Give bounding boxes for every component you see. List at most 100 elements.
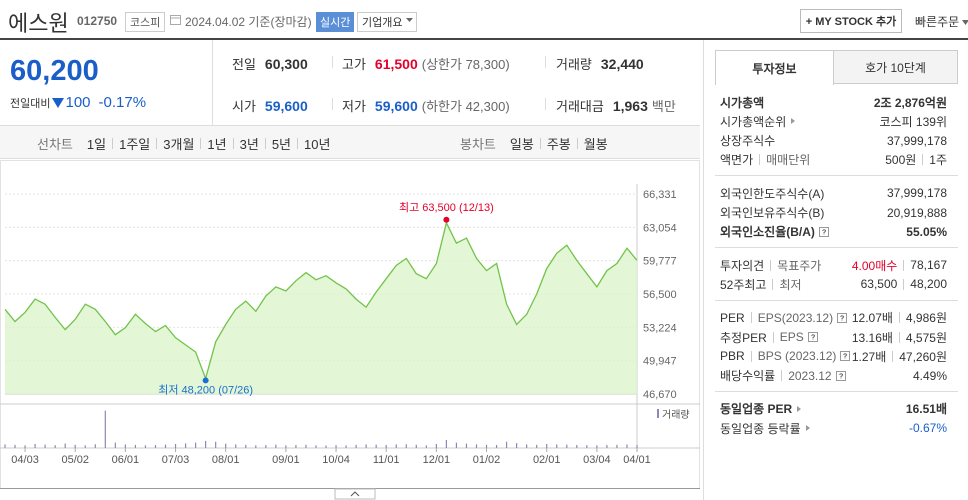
tab[interactable]: 1주일 xyxy=(119,137,151,152)
help-icon xyxy=(835,370,846,381)
separator xyxy=(898,331,900,343)
label-part: 투자의견 xyxy=(720,258,765,273)
x-tick-label: 09/01 xyxy=(272,454,300,466)
info-tab-label: 투자정보 xyxy=(752,61,797,76)
separator xyxy=(892,350,894,362)
orderbook-tab-label: 호가 10단계 xyxy=(865,60,926,75)
volume-bar xyxy=(365,444,367,448)
mystock-button[interactable]: + MY STOCK 추가 xyxy=(800,9,902,33)
volume-bar xyxy=(556,444,558,448)
tab[interactable]: 3개월 xyxy=(163,137,195,152)
info-values: 4.49% xyxy=(913,369,947,383)
info-value: 47,260원 xyxy=(899,349,947,364)
quick-order[interactable]: 빠른주문 xyxy=(915,13,968,30)
tab[interactable]: 주봉 xyxy=(546,137,571,152)
help-icon xyxy=(818,226,829,237)
help-glyph xyxy=(810,334,815,340)
info-value: 16.51배 xyxy=(905,402,947,417)
section-rule xyxy=(715,390,958,392)
info-value: 13.16배 xyxy=(851,330,893,345)
info-values: 2조 2,876억원 xyxy=(874,94,947,111)
volume-bar xyxy=(295,444,297,448)
volume-bar xyxy=(475,444,478,448)
info-values: 37,999,178 xyxy=(887,186,947,200)
info-values: 13.16배 4,575원 xyxy=(852,329,947,346)
change-pct: -0.17% xyxy=(98,94,147,111)
volume-bar xyxy=(225,443,227,448)
volume-bar xyxy=(385,444,387,448)
info-row: 52주최고 최저 63,500 48,200 xyxy=(720,275,947,293)
info-label: 시가총액순위 xyxy=(720,113,798,130)
price-box xyxy=(0,40,213,125)
info-value: 4,575원 xyxy=(905,330,947,345)
volume-bar xyxy=(335,445,337,448)
info-value: -0.67% xyxy=(908,421,947,436)
quote-value: 59,600 xyxy=(374,97,418,114)
x-tick-label: 06/01 xyxy=(112,454,140,466)
separator xyxy=(200,138,202,149)
separator xyxy=(112,138,114,149)
tab[interactable]: 1년 xyxy=(207,137,227,152)
volume-bar xyxy=(405,444,407,448)
volume-legend-icon xyxy=(657,409,659,418)
label-part: 외국인보유주식수(B) xyxy=(720,206,825,220)
separator xyxy=(772,331,774,343)
tab[interactable]: 3년 xyxy=(239,137,259,152)
x-tick-label: 04/03 xyxy=(11,454,39,466)
info-values: 20,919,888 xyxy=(887,206,947,220)
info-values: 37,999,178 xyxy=(887,134,947,148)
info-label: 외국인한도주식수(A) xyxy=(720,185,824,202)
tab[interactable]: 1일 xyxy=(86,137,107,152)
change-row: 전일대비 100 -0.17% xyxy=(10,94,146,111)
info-label: 추정PER EPS xyxy=(720,329,818,346)
help-icon xyxy=(840,351,851,362)
volume-bar xyxy=(64,443,66,448)
area xyxy=(5,222,637,394)
quote-value: 1,963 xyxy=(612,97,648,114)
collapse-button[interactable] xyxy=(334,488,376,500)
volume-bar xyxy=(184,443,187,448)
label-part: 외국인소진율(B/A) xyxy=(720,225,815,240)
info-row: 외국인소진율(B/A) 55.05% xyxy=(720,223,947,241)
company-info[interactable]: 기업개요 xyxy=(357,12,418,32)
separator xyxy=(903,259,905,271)
volume-bar xyxy=(205,440,207,448)
volume-bar xyxy=(195,442,197,448)
market-badge: 코스피 xyxy=(125,12,166,32)
stock-name: 에스원 xyxy=(8,11,69,36)
quote-label: 거래대금 xyxy=(556,99,604,114)
info-row: PER EPS(2023.12) 12.07배 4,986원 xyxy=(720,309,947,327)
quote-extra: (하한가 42,300) xyxy=(421,99,510,114)
tab[interactable]: 10년 xyxy=(304,137,331,152)
volume-bar xyxy=(425,445,427,448)
info-row: 투자의견 목표주가 4.00매수 78,167 xyxy=(720,256,947,274)
volume-bar xyxy=(345,445,347,448)
info-value: 코스피 139위 xyxy=(879,114,947,129)
info-values: 55.05% xyxy=(906,225,947,239)
label-part: 동일업종 PER xyxy=(720,402,793,417)
volume-bar xyxy=(505,441,508,448)
info-values: 1.27배 47,260원 xyxy=(852,348,947,365)
volume-bar xyxy=(104,410,106,448)
volume-bar xyxy=(536,444,538,448)
label-part: 목표주가 xyxy=(777,258,822,273)
quote-item: 시가 59,600 xyxy=(232,96,308,115)
info-tab[interactable]: 투자정보 xyxy=(715,50,834,85)
quote-value: 61,500 xyxy=(374,55,418,72)
info-row: 추정PER EPS 13.16배 4,575원 xyxy=(720,328,947,346)
volume-bar xyxy=(144,445,147,448)
volume-bar xyxy=(445,440,447,448)
realtime-badge[interactable]: 실시간 xyxy=(316,12,355,32)
section-rule xyxy=(715,175,958,177)
tab[interactable]: 5년 xyxy=(271,137,292,152)
tab[interactable]: 월봉 xyxy=(583,137,608,152)
volume-bar xyxy=(636,445,638,448)
volume-bar xyxy=(415,444,417,448)
info-value: 4.00매수 xyxy=(851,258,898,273)
y-tick-label: 66,331 xyxy=(643,189,677,201)
orderbook-tab[interactable]: 호가 10단계 xyxy=(833,50,958,84)
tab[interactable]: 일봉 xyxy=(509,137,534,152)
volume-bar xyxy=(495,444,498,448)
volume-bar xyxy=(596,445,598,448)
quick-order-label: 빠른주문 xyxy=(915,15,960,29)
